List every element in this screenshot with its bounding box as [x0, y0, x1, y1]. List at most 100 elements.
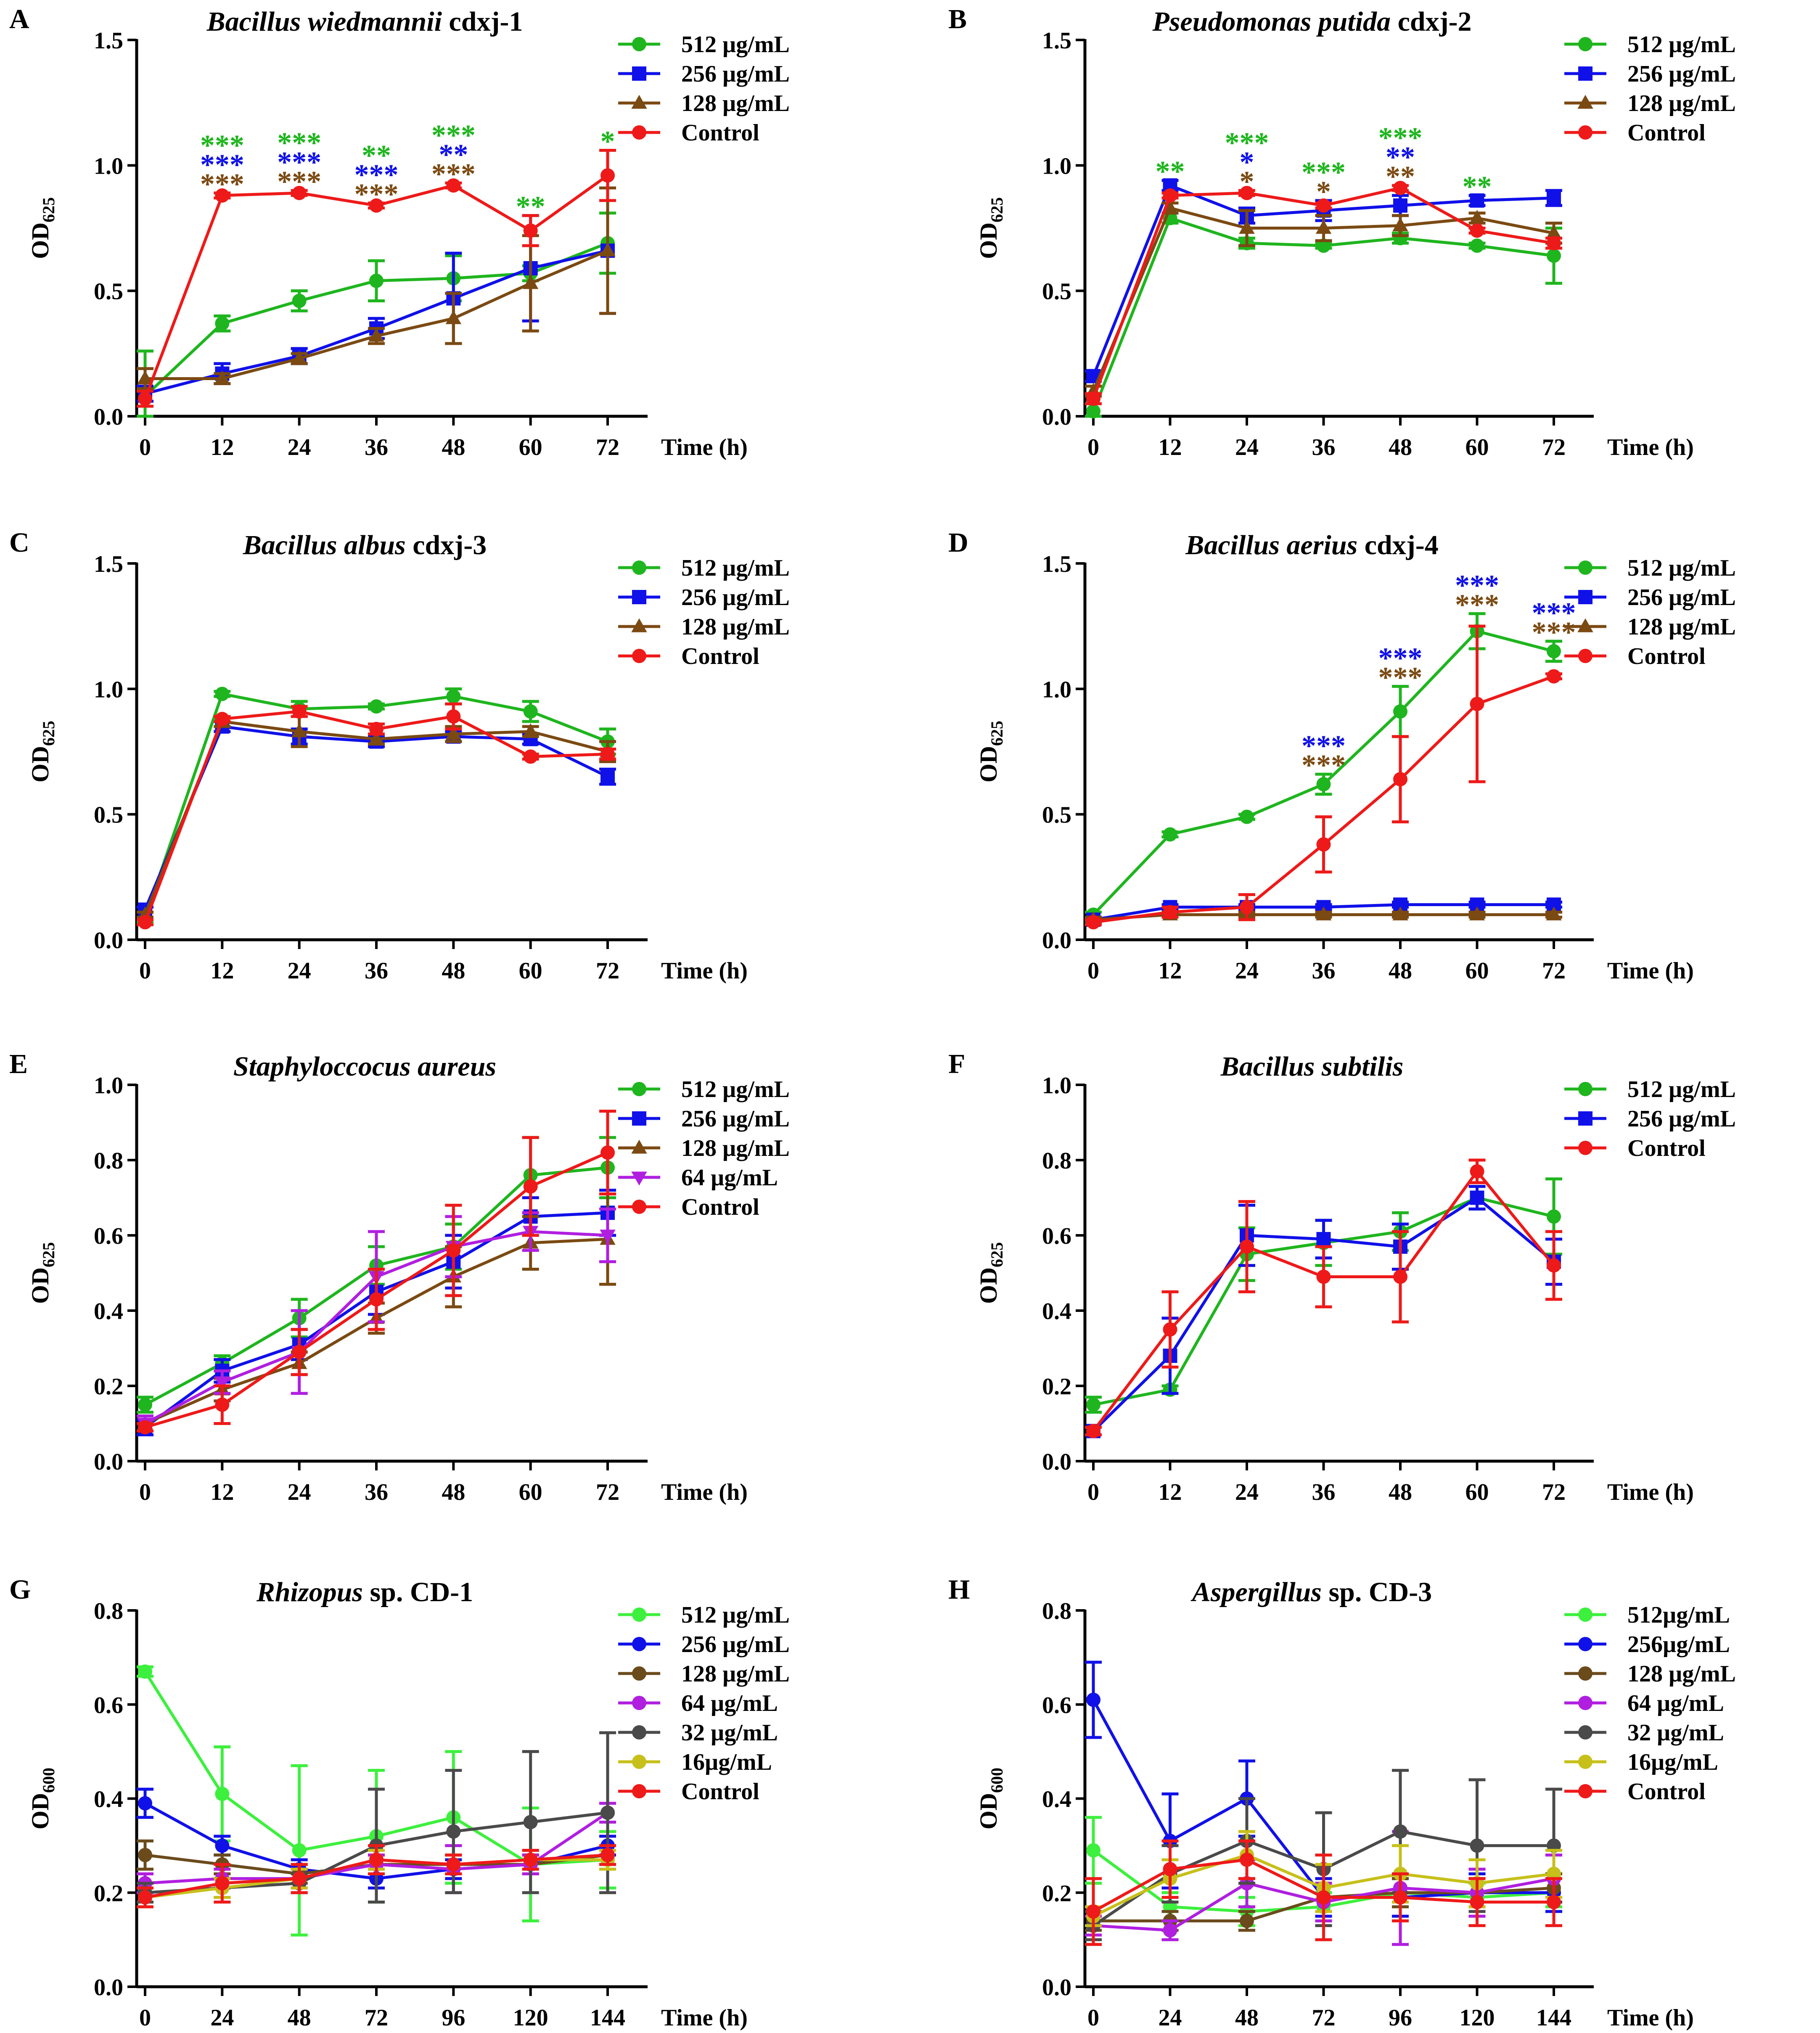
legend-marker	[1578, 1082, 1592, 1096]
significance-marker: ***	[1302, 730, 1346, 762]
x-tick-label: 36	[1312, 434, 1336, 460]
y-axis-label-base: OD	[26, 1793, 54, 1829]
y-axis-label-base: OD	[975, 746, 1002, 783]
legend-label: 256µg/mL	[1627, 1631, 1730, 1658]
legend-marker	[1578, 125, 1592, 140]
x-tick-label: 96	[1389, 2005, 1412, 2031]
data-point	[1240, 1914, 1254, 1928]
data-point	[292, 1871, 307, 1886]
series-256-ug-ml	[1085, 1185, 1562, 1438]
data-point	[1086, 1692, 1100, 1707]
data-point	[138, 1664, 152, 1679]
x-tick-label: 60	[519, 434, 542, 460]
data-point	[1470, 697, 1484, 711]
legend-item-control: Control	[1564, 1779, 1706, 1805]
data-point	[1240, 1852, 1254, 1867]
x-tick-label: 0	[139, 1479, 151, 1505]
data-point	[600, 1229, 616, 1244]
legend-marker	[1578, 1637, 1592, 1651]
data-point	[1470, 1164, 1484, 1179]
significance-marker: ***	[1302, 156, 1346, 189]
x-tick-label: 24	[1159, 2005, 1182, 2031]
x-tick-label: 72	[596, 958, 619, 984]
legend-item-32-ug-ml: 32 µg/mL	[618, 1720, 778, 1746]
legend-label: 128 µg/mL	[681, 1661, 790, 1687]
data-point	[1393, 704, 1407, 719]
data-point	[600, 747, 615, 761]
x-axis-label: Time (h)	[1607, 1479, 1694, 1505]
series-control	[137, 149, 616, 408]
legend-label: 512 µg/mL	[1627, 555, 1736, 581]
data-point	[1086, 1397, 1100, 1412]
y-tick-label: 1.0	[1042, 1073, 1071, 1099]
x-tick-label: 0	[1087, 2005, 1099, 2031]
significance-marker: **	[439, 139, 468, 171]
chart-title-part: Bacillus subtilis	[1220, 1051, 1404, 1082]
data-point	[369, 1852, 384, 1867]
y-tick-label: 0.4	[94, 1298, 123, 1324]
y-axis-label: OD625	[975, 721, 1006, 783]
x-tick-label: 24	[1235, 958, 1259, 984]
legend-item-256-ug-ml: 256 µg/mL	[618, 61, 790, 87]
legend-label: 512 µg/mL	[681, 32, 790, 58]
data-point	[1086, 1904, 1100, 1919]
chart-title-part: Staphyloccocus aureus	[233, 1051, 496, 1082]
y-axis-label-base: OD	[26, 222, 54, 259]
legend-marker	[632, 1082, 646, 1096]
y-tick-label: 0.8	[1042, 1598, 1071, 1624]
legend-item-128-ug-ml: 128 µg/mL	[1564, 614, 1736, 640]
data-point	[1163, 827, 1177, 842]
legend-marker	[1578, 560, 1592, 575]
significance-marker: **	[1463, 171, 1492, 203]
data-point	[214, 370, 230, 385]
y-axis-label-base: OD	[975, 1793, 1002, 1829]
chart-title-part: cdxj-4	[1357, 530, 1438, 560]
y-tick-label: 0.6	[94, 1223, 123, 1249]
y-tick-label: 1.0	[1042, 153, 1071, 179]
legend-item-control: Control	[618, 1779, 759, 1805]
data-point	[1547, 249, 1561, 263]
data-point	[446, 689, 461, 704]
data-point	[1469, 906, 1485, 920]
y-tick-label: 0.2	[1042, 1374, 1071, 1400]
y-tick-label: 1.5	[94, 28, 123, 54]
data-point	[1316, 777, 1331, 792]
legend-label: 32 µg/mL	[1627, 1720, 1724, 1746]
series-control	[1085, 1158, 1562, 1438]
legend-item-256ug-ml: 256µg/mL	[1564, 1631, 1730, 1658]
data-point	[138, 1796, 152, 1811]
data-point	[1547, 236, 1561, 251]
legend-label: 64 µg/mL	[681, 1690, 778, 1716]
legend-marker	[631, 1139, 647, 1154]
data-point	[1546, 225, 1562, 239]
x-tick-label: 72	[1542, 1479, 1566, 1505]
legend-marker	[1578, 37, 1592, 51]
y-axis-label: OD600	[26, 1768, 58, 1829]
data-point	[446, 1824, 461, 1839]
data-point	[600, 1145, 615, 1160]
legend-marker	[1578, 66, 1592, 81]
data-point	[523, 1179, 538, 1194]
legend-label: Control	[681, 1779, 759, 1805]
data-point	[1470, 1895, 1484, 1909]
x-tick-label: 36	[1312, 958, 1336, 984]
chart-title-part: sp. CD-3	[1322, 1577, 1432, 1607]
legend-item-control: Control	[1564, 1135, 1706, 1161]
y-axis-label-subscript: 625	[987, 1242, 1006, 1267]
x-tick-label: 36	[365, 958, 388, 984]
data-point	[215, 1838, 230, 1853]
significance-marker: ***	[1455, 569, 1499, 602]
y-tick-label: 0.4	[94, 1787, 123, 1813]
panel-d: D Bacillus aerius cdxj-4 0.0 0.5 1.0 1.5 0 12 24…	[948, 527, 1736, 984]
data-point	[1086, 915, 1100, 930]
data-point	[1239, 219, 1255, 234]
data-point	[1470, 1838, 1484, 1853]
x-tick-label: 48	[442, 958, 465, 984]
y-tick-label: 0.6	[1042, 1223, 1071, 1249]
data-point	[1163, 1322, 1177, 1337]
data-point	[1547, 669, 1561, 684]
data-point	[214, 1376, 230, 1391]
data-point	[138, 391, 152, 406]
data-point	[523, 223, 538, 238]
data-point	[138, 915, 152, 930]
